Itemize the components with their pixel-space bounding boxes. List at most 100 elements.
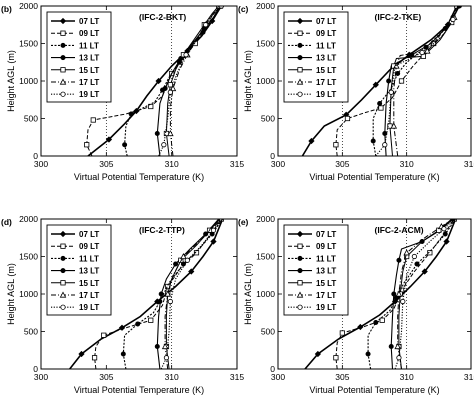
data-point <box>391 291 397 297</box>
y-tick-label: 1500 <box>256 39 275 49</box>
legend-label: 13 LT <box>316 54 336 63</box>
data-point <box>128 111 134 117</box>
y-tick-label: 2000 <box>256 1 275 11</box>
legend-label: 09 LT <box>316 242 336 251</box>
data-point <box>101 332 107 338</box>
legend-label: 15 LT <box>79 279 99 288</box>
data-point <box>158 291 164 297</box>
x-tick-label: 300 <box>34 372 48 382</box>
x-tick-label: 315 <box>464 159 474 169</box>
legend-marker <box>296 78 304 85</box>
x-axis-title: Virtual Potential Temperature (K) <box>74 172 204 182</box>
data-point <box>419 49 425 56</box>
data-point <box>339 330 345 336</box>
y-tick-label: 500 <box>24 114 38 124</box>
panel-label: (b) <box>1 4 12 14</box>
x-tick-label: 305 <box>335 159 349 169</box>
legend: 07 LT 09 LT 11 LT 13 LT 15 LT 17 LT 19 LT <box>46 11 112 103</box>
panel-label: (d) <box>1 217 12 227</box>
panel-label: (c) <box>238 4 249 14</box>
series-line <box>393 6 459 156</box>
series-line <box>394 219 455 369</box>
legend-label: 15 LT <box>316 279 336 288</box>
y-tick-label: 500 <box>261 114 275 124</box>
data-point <box>372 81 379 88</box>
data-point <box>209 17 216 25</box>
data-point <box>395 290 403 297</box>
legend-label: 15 LT <box>316 66 336 75</box>
x-tick-label: 315 <box>230 159 244 169</box>
legend-marker <box>60 255 66 261</box>
series-group <box>69 219 224 369</box>
data-point <box>162 86 168 92</box>
series-group <box>84 6 224 156</box>
y-tick-label: 0 <box>270 364 275 374</box>
legend-marker <box>296 17 304 25</box>
data-point <box>394 342 401 350</box>
data-point <box>308 137 315 145</box>
data-point <box>421 268 428 275</box>
data-point <box>167 129 174 137</box>
data-point <box>403 249 410 256</box>
legend-label: 13 LT <box>79 267 99 276</box>
legend-label: 11 LT <box>79 254 99 263</box>
data-point <box>164 290 172 297</box>
data-point <box>377 101 383 107</box>
chart-panel-4: 300 305 310 315 0 500 1000 1500 2000 Virtual Pote… <box>238 214 474 395</box>
legend-label: 07 LT <box>79 230 99 239</box>
data-point <box>373 319 379 325</box>
legend-label: 19 LT <box>79 303 99 312</box>
data-point <box>390 122 398 129</box>
legend-marker <box>297 243 303 249</box>
chart-panel-1: 300 305 310 315 0 500 1000 1500 2000 Virtual Pote… <box>1 1 244 182</box>
legend-marker <box>59 230 67 238</box>
series-line <box>397 219 454 369</box>
data-point <box>414 261 420 267</box>
legend-marker <box>297 304 303 310</box>
x-tick-label: 310 <box>400 372 414 382</box>
data-point <box>400 298 406 305</box>
y-tick-label: 1000 <box>256 289 275 299</box>
series-line <box>158 6 222 156</box>
legend-label: 13 LT <box>79 54 99 63</box>
data-point <box>441 226 447 232</box>
series-group <box>304 219 457 369</box>
data-point <box>90 117 96 123</box>
legend-marker <box>60 42 66 48</box>
legend-label: 19 LT <box>316 90 336 99</box>
y-tick-label: 2000 <box>19 1 38 11</box>
data-point <box>155 77 162 85</box>
series-line <box>335 219 455 369</box>
series-line <box>169 6 221 156</box>
x-tick-label: 310 <box>400 159 414 169</box>
legend-box <box>46 224 112 316</box>
legend-label: 09 LT <box>316 29 336 38</box>
y-axis-title: Height AGL (m) <box>6 50 16 112</box>
y-tick-label: 1000 <box>19 289 38 299</box>
chart-panel-3: 300 305 310 315 0 500 1000 1500 2000 Virtual Pote… <box>1 214 244 395</box>
scheme-label: (IFC-2-TTP) <box>139 225 185 235</box>
data-point <box>314 350 322 358</box>
data-point <box>105 136 113 143</box>
data-point <box>398 78 405 84</box>
x-axis-title: Virtual Potential Temperature (K) <box>309 385 439 395</box>
data-point <box>427 250 433 256</box>
data-point <box>184 257 190 263</box>
legend-marker <box>60 30 66 36</box>
y-tick-label: 2000 <box>256 214 275 224</box>
data-point <box>163 355 170 361</box>
legend-marker <box>297 42 303 48</box>
series-line <box>398 219 453 369</box>
data-point <box>167 298 173 305</box>
legend-label: 17 LT <box>79 291 99 300</box>
data-point <box>84 142 90 148</box>
data-point <box>218 6 224 9</box>
chart-panel-2: 300 305 310 315 0 500 1000 1500 2000 Virtual Pote… <box>238 1 474 182</box>
series-line <box>367 219 457 369</box>
series-line <box>94 219 222 369</box>
y-tick-label: 1500 <box>256 252 275 262</box>
x-tick-label: 300 <box>271 159 285 169</box>
x-tick-label: 305 <box>335 372 349 382</box>
legend-label: 07 LT <box>316 230 336 239</box>
